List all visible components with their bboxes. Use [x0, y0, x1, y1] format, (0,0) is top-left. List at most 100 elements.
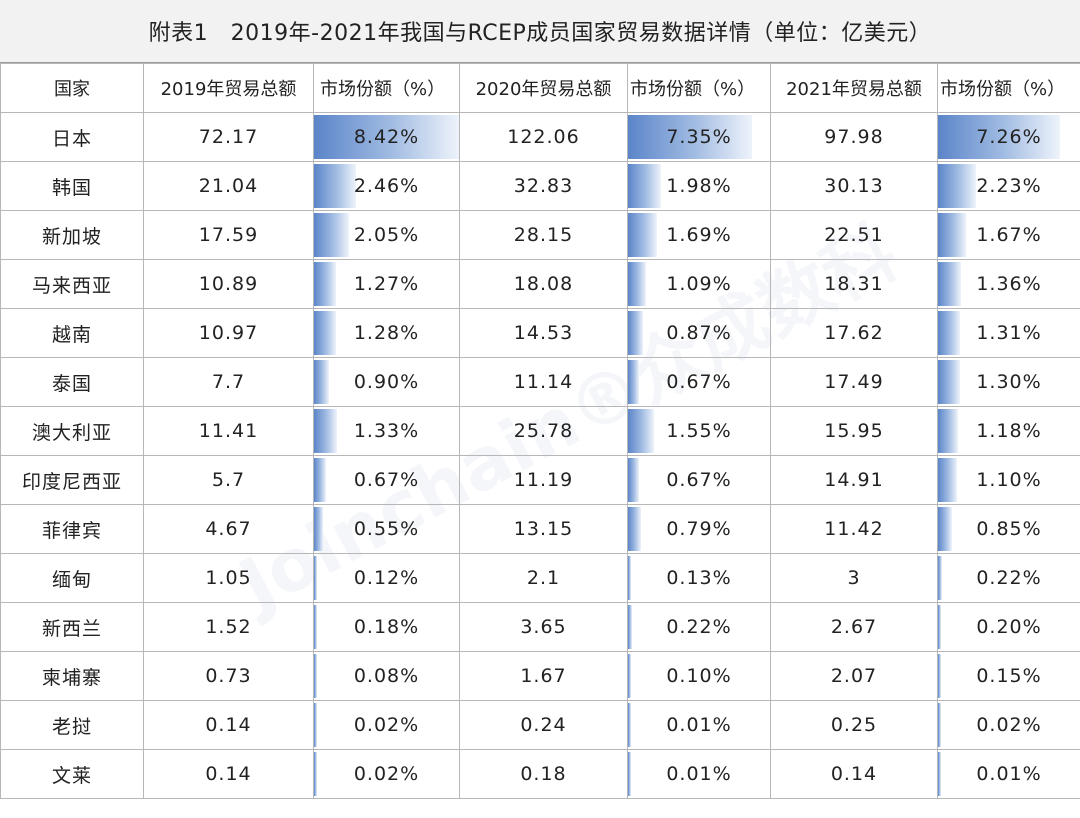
- country-cell: 新加坡: [0, 210, 144, 260]
- country-cell: 泰国: [0, 357, 144, 407]
- share-2020-cell: 0.13%: [627, 553, 771, 603]
- share-2020-cell: 1.09%: [627, 259, 771, 309]
- total-2020-cell: 3.65: [459, 602, 628, 652]
- table-row: 新加坡 17.59 2.05% 28.15 1.69% 22.51 1.67%: [0, 210, 1080, 260]
- country-cell: 菲律宾: [0, 504, 144, 554]
- share-2021-cell: 1.67%: [937, 210, 1080, 260]
- share-2020-cell: 0.79%: [627, 504, 771, 554]
- total-2020-cell: 11.14: [459, 357, 628, 407]
- total-2019-cell: 0.14: [143, 700, 314, 750]
- total-2019-cell: 0.73: [143, 651, 314, 701]
- share-2019-cell: 1.33%: [313, 406, 460, 456]
- country-cell: 越南: [0, 308, 144, 358]
- total-2021-cell: 15.95: [770, 406, 938, 456]
- table-row: 印度尼西亚 5.7 0.67% 11.19 0.67% 14.91 1.10%: [0, 455, 1080, 505]
- total-2020-cell: 2.1: [459, 553, 628, 603]
- share-2021-cell: 2.23%: [937, 161, 1080, 211]
- share-value: 0.79%: [666, 518, 732, 540]
- table-row: 澳大利亚 11.41 1.33% 25.78 1.55% 15.95 1.18%: [0, 406, 1080, 456]
- total-2021-cell: 14.91: [770, 455, 938, 505]
- share-2019-cell: 0.12%: [313, 553, 460, 603]
- share-2019-cell: 0.67%: [313, 455, 460, 505]
- share-bar: [628, 556, 631, 600]
- share-value: 1.28%: [353, 322, 420, 344]
- total-2020-cell: 122.06: [459, 112, 628, 162]
- header-2021-share: 市场份额（%）: [937, 63, 1080, 113]
- share-bar: [314, 703, 317, 747]
- total-2021-cell: 17.62: [770, 308, 938, 358]
- share-value: 0.10%: [666, 665, 732, 687]
- share-value: 0.13%: [666, 567, 732, 589]
- total-2020-cell: 11.19: [459, 455, 628, 505]
- share-2019-cell: 0.18%: [313, 602, 460, 652]
- share-bar: [628, 262, 647, 306]
- share-value: 0.18%: [353, 616, 420, 638]
- country-cell: 柬埔寨: [0, 651, 144, 701]
- table-row: 柬埔寨 0.73 0.08% 1.67 0.10% 2.07 0.15%: [0, 651, 1080, 701]
- share-2021-cell: 0.22%: [937, 553, 1080, 603]
- share-value: 1.55%: [666, 420, 732, 442]
- share-2021-cell: 1.31%: [937, 308, 1080, 358]
- share-2021-cell: 0.01%: [937, 749, 1080, 799]
- share-2020-cell: 1.69%: [627, 210, 771, 260]
- header-2019-share: 市场份额（%）: [313, 63, 460, 113]
- table-row: 泰国 7.7 0.90% 11.14 0.67% 17.49 1.30%: [0, 357, 1080, 407]
- share-bar: [938, 752, 941, 796]
- share-2019-cell: 8.42%: [313, 112, 460, 162]
- share-bar: [938, 115, 1061, 159]
- share-2020-cell: 7.35%: [627, 112, 771, 162]
- share-bar: [314, 458, 326, 502]
- share-2021-cell: 7.26%: [937, 112, 1080, 162]
- total-2021-cell: 30.13: [770, 161, 938, 211]
- total-2021-cell: 2.07: [770, 651, 938, 701]
- total-2019-cell: 7.7: [143, 357, 314, 407]
- share-value: 0.55%: [353, 518, 420, 540]
- share-value: 1.09%: [666, 273, 732, 295]
- share-2020-cell: 0.01%: [627, 749, 771, 799]
- country-cell: 缅甸: [0, 553, 144, 603]
- share-value: 1.98%: [666, 175, 732, 197]
- share-bar: [628, 115, 752, 159]
- share-bar: [314, 605, 318, 649]
- share-bar: [938, 458, 957, 502]
- share-2021-cell: 1.30%: [937, 357, 1080, 407]
- share-bar: [938, 703, 941, 747]
- share-value: 1.10%: [976, 469, 1042, 491]
- share-2021-cell: 1.36%: [937, 259, 1080, 309]
- country-cell: 新西兰: [0, 602, 144, 652]
- share-value: 1.69%: [666, 224, 732, 246]
- share-value: 0.01%: [666, 763, 732, 785]
- share-value: 0.02%: [353, 714, 420, 736]
- total-2021-cell: 11.42: [770, 504, 938, 554]
- header-2020-share: 市场份额（%）: [627, 63, 771, 113]
- share-bar: [314, 752, 317, 796]
- share-2019-cell: 0.08%: [313, 651, 460, 701]
- share-value: 0.01%: [976, 763, 1042, 785]
- total-2021-cell: 22.51: [770, 210, 938, 260]
- total-2021-cell: 3: [770, 553, 938, 603]
- country-cell: 韩国: [0, 161, 144, 211]
- share-bar: [314, 409, 337, 453]
- share-bar: [938, 360, 960, 404]
- total-2021-cell: 0.14: [770, 749, 938, 799]
- share-value: 0.02%: [353, 763, 420, 785]
- total-2020-cell: 1.67: [459, 651, 628, 701]
- share-value: 2.23%: [976, 175, 1042, 197]
- share-2019-cell: 0.02%: [313, 700, 460, 750]
- share-bar: [938, 654, 941, 698]
- share-value: 0.15%: [976, 665, 1042, 687]
- share-2020-cell: 1.55%: [627, 406, 771, 456]
- share-value: 2.46%: [353, 175, 420, 197]
- share-value: 1.27%: [353, 273, 420, 295]
- total-2020-cell: 18.08: [459, 259, 628, 309]
- share-value: 0.08%: [353, 665, 420, 687]
- table-row: 新西兰 1.52 0.18% 3.65 0.22% 2.67 0.20%: [0, 602, 1080, 652]
- share-value: 0.12%: [353, 567, 420, 589]
- share-bar: [314, 654, 317, 698]
- share-value: 0.90%: [353, 371, 420, 393]
- share-2020-cell: 0.67%: [627, 455, 771, 505]
- share-bar: [628, 213, 657, 257]
- total-2020-cell: 25.78: [459, 406, 628, 456]
- share-value: 2.05%: [353, 224, 420, 246]
- total-2019-cell: 11.41: [143, 406, 314, 456]
